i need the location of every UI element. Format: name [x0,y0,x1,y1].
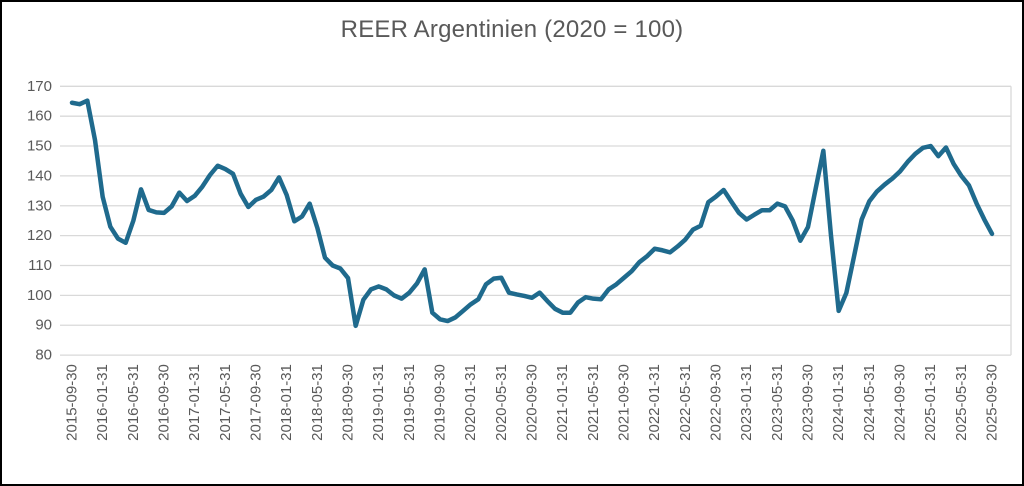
x-tick-label: 2024-09-30 [892,364,909,441]
y-tick-label: 100 [27,287,52,304]
x-tick-label: 2016-01-31 [94,364,111,441]
x-tick-label: 2018-09-30 [340,364,357,441]
x-tick-label: 2021-05-31 [585,364,602,441]
x-tick-label: 2018-05-31 [309,364,326,441]
chart-title: REER Argentinien (2020 = 100) [340,16,684,43]
x-tick-label: 2017-09-30 [248,364,265,441]
x-tick-label: 2019-09-30 [432,364,449,441]
y-tick-label: 170 [27,78,52,95]
x-tick-label: 2021-01-31 [554,364,571,441]
x-tick-label: 2025-05-31 [953,364,970,441]
x-tick-label: 2019-01-31 [370,364,387,441]
x-tick-label: 2020-05-31 [493,364,510,441]
x-tick-label: 2019-05-31 [401,364,418,441]
x-tick-label: 2016-05-31 [125,364,142,441]
y-tick-label: 110 [28,257,52,274]
y-tick-label: 150 [27,138,52,155]
y-tick-label: 80 [35,347,52,364]
x-tick-label: 2025-09-30 [984,364,1001,441]
y-tick-label: 120 [27,227,52,244]
x-tick-label: 2020-01-31 [462,364,479,441]
y-tick-label: 140 [27,167,52,184]
x-tick-label: 2024-05-31 [861,364,878,441]
x-tick-label: 2023-05-31 [769,364,786,441]
x-tick-label: 2022-05-31 [677,364,694,441]
x-tick-label: 2016-09-30 [156,364,173,441]
y-tick-label: 90 [35,317,52,334]
y-tick-label: 130 [27,197,52,214]
x-tick-label: 2024-01-31 [830,364,847,441]
x-tick-label: 2022-01-31 [646,364,663,441]
y-tick-label: 160 [27,108,52,125]
x-tick-label: 2022-09-30 [708,364,725,441]
reer-series-line [69,98,995,329]
x-tick-label: 2021-09-30 [616,364,633,441]
x-tick-label: 2017-05-31 [217,364,234,441]
x-tick-label: 2025-01-31 [922,364,939,441]
x-tick-label: 2023-01-31 [738,364,755,441]
x-tick-label: 2018-01-31 [278,364,295,441]
x-tick-label: 2023-09-30 [800,364,817,441]
x-tick-label: 2015-09-30 [64,364,81,441]
x-tick-label: 2020-09-30 [524,364,541,441]
x-tick-label: 2017-01-31 [186,364,203,441]
